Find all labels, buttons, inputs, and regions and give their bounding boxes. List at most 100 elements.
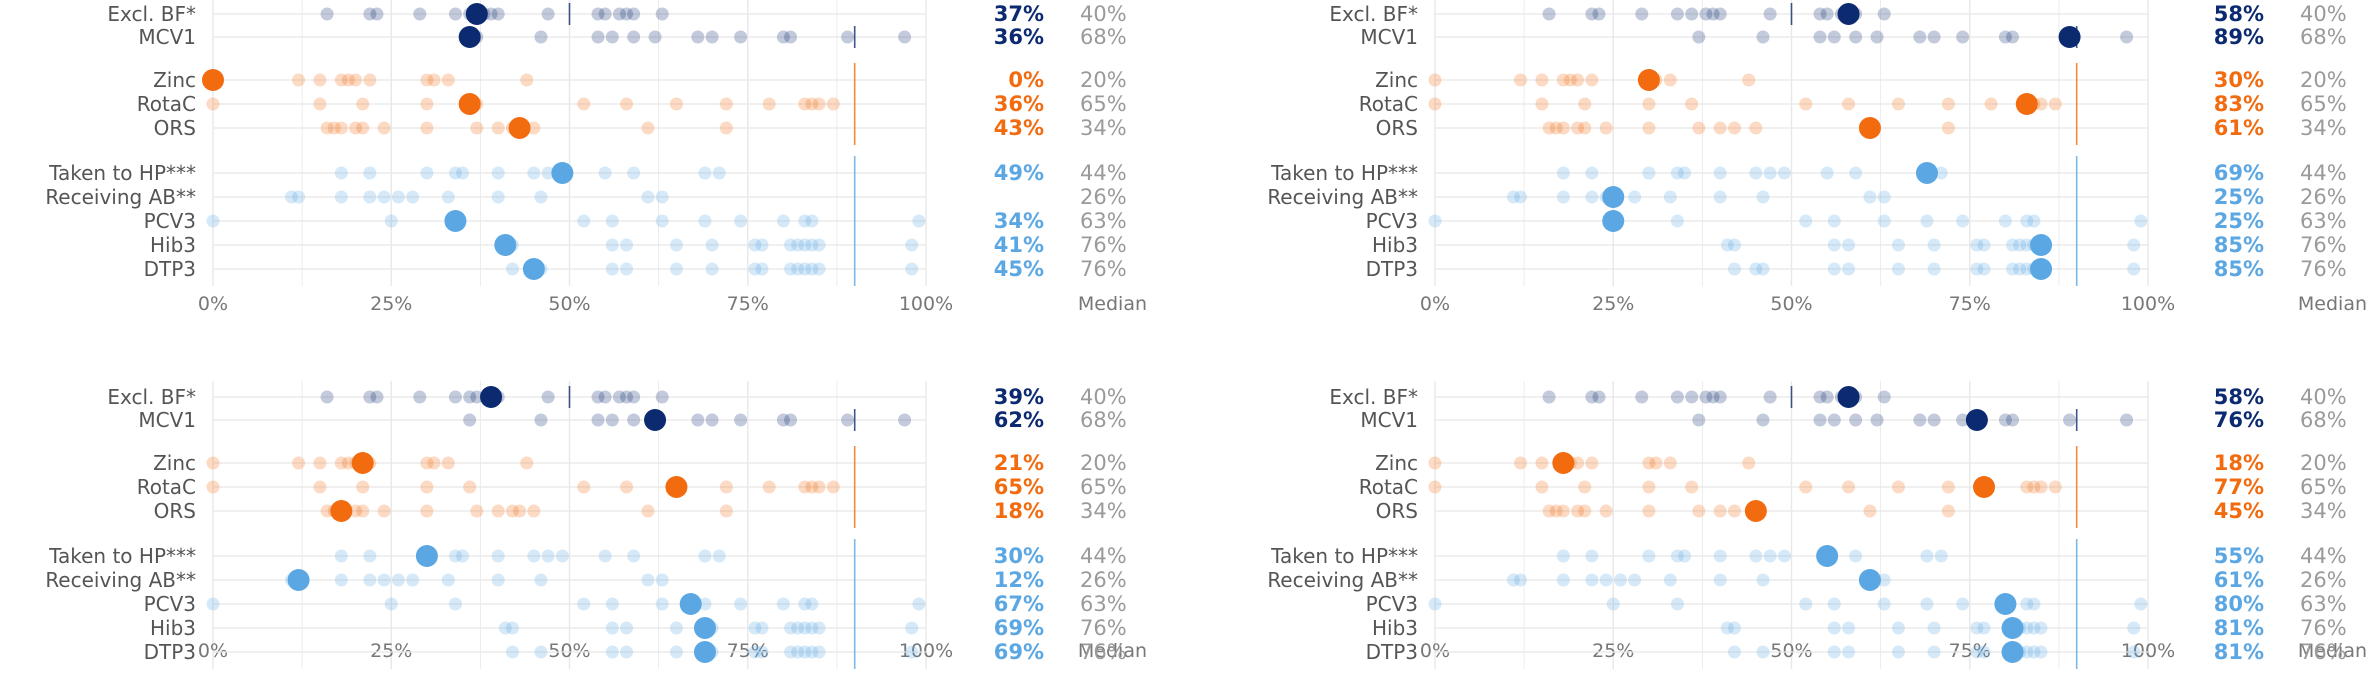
country-point <box>505 262 519 276</box>
highlight-point <box>1552 452 1575 474</box>
country-point <box>2027 480 2041 494</box>
highlight-point <box>1816 545 1839 567</box>
x-tick-label: 100% <box>2121 293 2175 315</box>
country-point <box>705 413 719 427</box>
value-label: 43% <box>994 116 1044 140</box>
country-point <box>406 190 420 204</box>
country-point <box>363 7 377 21</box>
country-point <box>448 7 462 21</box>
country-point <box>655 7 669 21</box>
value-label: 39% <box>994 385 1044 409</box>
median-label: 44% <box>2300 161 2347 185</box>
country-point <box>898 30 912 44</box>
country-point <box>1720 621 1734 635</box>
country-point <box>349 121 363 135</box>
country-point <box>1692 30 1706 44</box>
country-point <box>1556 549 1570 563</box>
country-point <box>627 390 641 404</box>
median-label: 63% <box>1080 592 1127 616</box>
country-point <box>349 504 363 518</box>
country-point <box>577 214 591 228</box>
country-point <box>1913 30 1927 44</box>
country-point <box>1642 456 1656 470</box>
country-point <box>655 597 669 611</box>
country-point <box>605 30 619 44</box>
country-point <box>669 238 683 252</box>
country-point <box>1428 456 1442 470</box>
country-point <box>2034 645 2048 659</box>
country-point <box>755 645 769 659</box>
median-label: 34% <box>2300 499 2347 523</box>
value-label: 36% <box>994 25 1044 49</box>
highlight-point <box>1858 117 1881 139</box>
country-point <box>1670 549 1684 563</box>
country-point <box>577 480 591 494</box>
country-point <box>1820 166 1834 180</box>
country-point <box>1556 73 1570 87</box>
country-point <box>1727 645 1741 659</box>
country-point <box>1663 456 1677 470</box>
country-point <box>491 504 505 518</box>
country-point <box>798 238 812 252</box>
country-point <box>341 456 355 470</box>
country-point <box>1941 480 1955 494</box>
country-point <box>598 390 612 404</box>
country-point <box>1877 573 1891 587</box>
median-label: 26% <box>2300 568 2347 592</box>
value-label: 45% <box>994 257 1044 281</box>
country-point <box>1977 621 1991 635</box>
highlight-point <box>330 500 353 522</box>
country-point <box>334 573 348 587</box>
median-label: 26% <box>1080 568 1127 592</box>
row-label: ORS <box>154 116 196 140</box>
country-point <box>812 97 826 111</box>
country-point <box>805 597 819 611</box>
value-label: 65% <box>994 475 1044 499</box>
country-point <box>1763 390 1777 404</box>
highlight-point <box>494 234 517 256</box>
country-point <box>384 597 398 611</box>
country-point <box>1685 390 1699 404</box>
country-point <box>377 121 391 135</box>
country-point <box>812 621 826 635</box>
country-point <box>734 597 748 611</box>
highlight-point <box>551 162 574 184</box>
country-point <box>1428 597 1442 611</box>
median-label: 20% <box>1080 451 1127 475</box>
median-label: 63% <box>2300 209 2347 233</box>
value-label: 85% <box>2214 233 2264 257</box>
highlight-point <box>444 210 467 232</box>
country-point <box>363 549 377 563</box>
value-label: 25% <box>2214 185 2264 209</box>
row-label: MCV1 <box>138 408 196 432</box>
row-label: MCV1 <box>1360 25 1418 49</box>
country-point <box>498 621 512 635</box>
country-point <box>527 166 541 180</box>
country-point <box>620 390 634 404</box>
country-point <box>1934 549 1948 563</box>
x-tick-label: 50% <box>548 640 590 662</box>
row-label: Hib3 <box>1372 616 1418 640</box>
value-label: 89% <box>2214 25 2264 49</box>
country-point <box>734 413 748 427</box>
country-point <box>2020 621 2034 635</box>
row-label: ORS <box>154 499 196 523</box>
country-point <box>598 166 612 180</box>
country-point <box>520 456 534 470</box>
country-point <box>805 621 819 635</box>
country-point <box>1820 7 1834 21</box>
country-point <box>527 504 541 518</box>
country-point <box>905 262 919 276</box>
country-point <box>470 504 484 518</box>
country-point <box>620 7 634 21</box>
country-point <box>1713 504 1727 518</box>
country-point <box>1870 30 1884 44</box>
country-point <box>1678 166 1692 180</box>
median-label: 65% <box>1080 92 1127 116</box>
country-point <box>2034 480 2048 494</box>
country-point <box>313 97 327 111</box>
country-point <box>384 214 398 228</box>
median-label: 76% <box>1080 257 1127 281</box>
country-point <box>1756 573 1770 587</box>
